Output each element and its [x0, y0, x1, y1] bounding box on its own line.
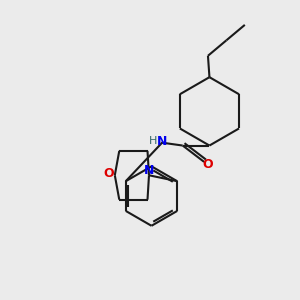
Text: H: H [149, 136, 157, 146]
Text: O: O [103, 167, 114, 180]
Text: N: N [157, 135, 167, 148]
Text: O: O [202, 158, 213, 171]
Text: N: N [144, 164, 154, 177]
